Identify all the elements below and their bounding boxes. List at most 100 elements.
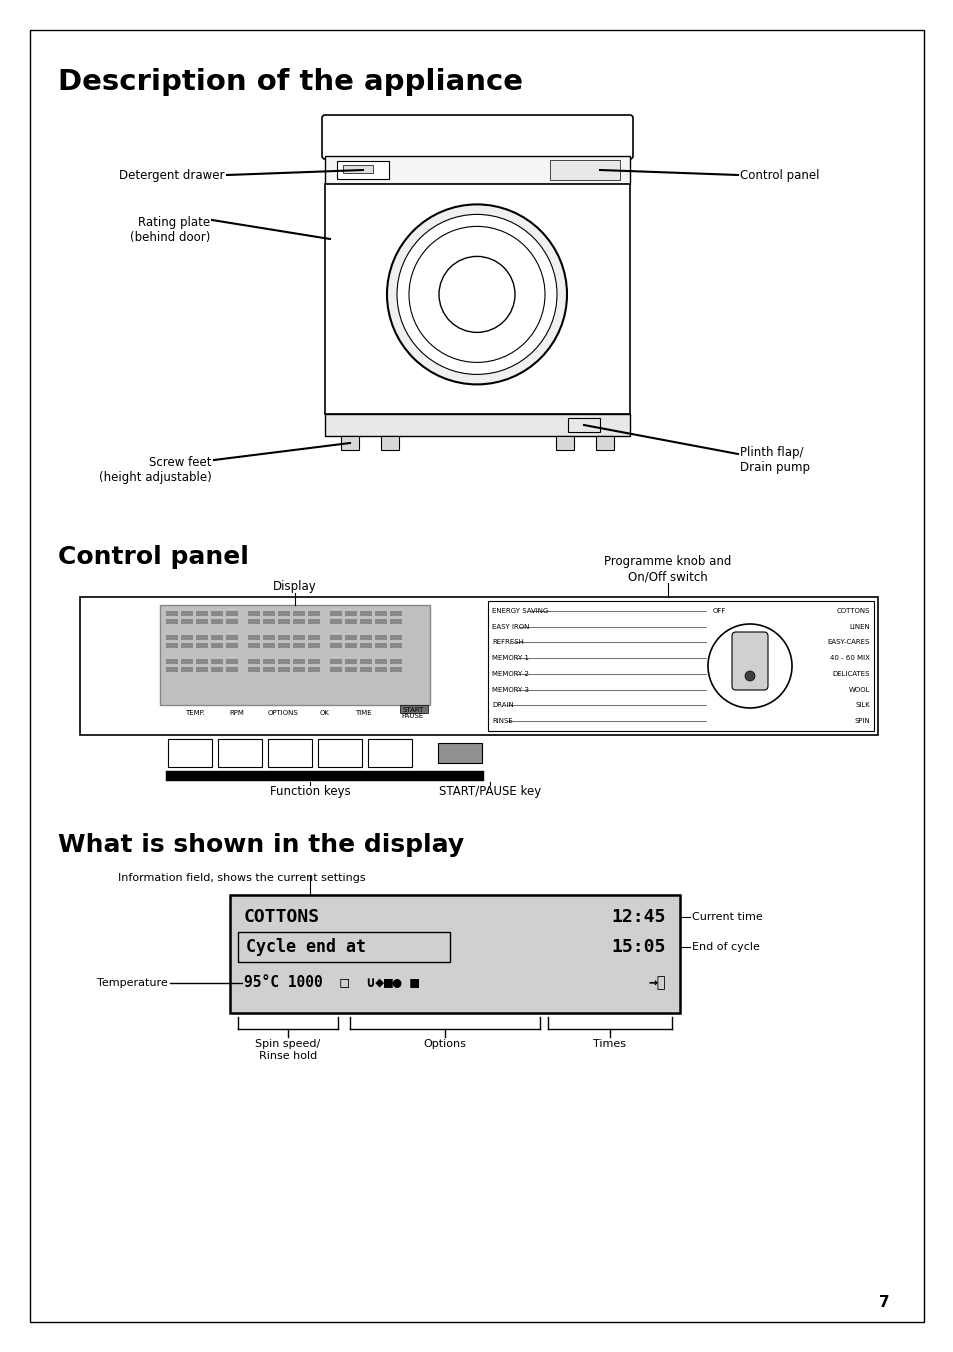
- Text: RINSE: RINSE: [492, 718, 512, 725]
- Bar: [359, 658, 372, 664]
- Bar: [293, 611, 305, 617]
- Bar: [550, 160, 619, 180]
- Bar: [330, 658, 341, 664]
- Bar: [359, 644, 372, 648]
- Bar: [263, 611, 274, 617]
- Bar: [211, 658, 223, 664]
- Bar: [368, 740, 412, 767]
- Bar: [218, 740, 262, 767]
- Bar: [181, 611, 193, 617]
- Bar: [308, 667, 319, 672]
- Text: OFF: OFF: [712, 608, 725, 614]
- Bar: [359, 635, 372, 639]
- Bar: [226, 635, 237, 639]
- Bar: [211, 635, 223, 639]
- Text: COTTONS: COTTONS: [836, 608, 869, 614]
- Text: LINEN: LINEN: [848, 623, 869, 630]
- Text: COTTONS: COTTONS: [244, 909, 320, 926]
- Bar: [226, 644, 237, 648]
- FancyBboxPatch shape: [731, 631, 767, 690]
- Bar: [168, 740, 212, 767]
- Bar: [375, 635, 387, 639]
- Bar: [488, 602, 873, 731]
- Circle shape: [396, 215, 557, 375]
- Bar: [181, 644, 193, 648]
- Bar: [567, 418, 599, 433]
- Text: End of cycle: End of cycle: [691, 942, 760, 952]
- Text: Screw feet
(height adjustable): Screw feet (height adjustable): [99, 456, 212, 484]
- Bar: [181, 667, 193, 672]
- Text: EASY-CARES: EASY-CARES: [827, 639, 869, 645]
- Bar: [226, 658, 237, 664]
- Text: Information field, shows the current settings: Information field, shows the current set…: [118, 873, 365, 883]
- Bar: [268, 740, 312, 767]
- Bar: [195, 667, 208, 672]
- Bar: [226, 667, 237, 672]
- Bar: [345, 644, 356, 648]
- Text: TIME: TIME: [355, 710, 371, 717]
- Bar: [375, 658, 387, 664]
- Bar: [263, 658, 274, 664]
- Bar: [211, 667, 223, 672]
- Bar: [277, 619, 290, 625]
- Bar: [277, 667, 290, 672]
- Text: Current time: Current time: [691, 913, 762, 922]
- Text: Spin speed/
Rinse hold: Spin speed/ Rinse hold: [255, 1038, 320, 1060]
- Text: START/PAUSE key: START/PAUSE key: [438, 786, 540, 798]
- Bar: [390, 667, 401, 672]
- Text: What is shown in the display: What is shown in the display: [58, 833, 464, 857]
- Bar: [248, 658, 260, 664]
- Bar: [226, 619, 237, 625]
- Text: START
PAUSE: START PAUSE: [401, 707, 424, 719]
- Bar: [390, 635, 401, 639]
- Bar: [293, 667, 305, 672]
- Text: OK: OK: [319, 710, 330, 717]
- Bar: [195, 611, 208, 617]
- Bar: [263, 635, 274, 639]
- Text: WOOL: WOOL: [847, 687, 869, 692]
- Bar: [308, 644, 319, 648]
- Text: Display: Display: [273, 580, 316, 594]
- Bar: [308, 611, 319, 617]
- Bar: [390, 619, 401, 625]
- Text: Function keys: Function keys: [270, 786, 350, 798]
- Bar: [330, 611, 341, 617]
- Text: Detergent drawer: Detergent drawer: [119, 169, 225, 181]
- Text: Options: Options: [423, 1038, 466, 1049]
- Text: SPIN: SPIN: [853, 718, 869, 725]
- Text: 12:45: 12:45: [611, 909, 665, 926]
- Circle shape: [387, 204, 566, 384]
- Text: ENERGY SAVING: ENERGY SAVING: [492, 608, 548, 614]
- Bar: [195, 644, 208, 648]
- Bar: [330, 635, 341, 639]
- Text: REFRESH: REFRESH: [492, 639, 523, 645]
- Text: Control panel: Control panel: [740, 169, 819, 181]
- Bar: [160, 604, 430, 704]
- Bar: [166, 644, 178, 648]
- Bar: [166, 658, 178, 664]
- Bar: [343, 165, 373, 173]
- Text: 15:05: 15:05: [611, 938, 665, 956]
- Bar: [166, 635, 178, 639]
- Bar: [248, 635, 260, 639]
- Bar: [277, 644, 290, 648]
- Bar: [166, 771, 483, 781]
- Bar: [293, 658, 305, 664]
- Bar: [340, 435, 358, 450]
- FancyBboxPatch shape: [322, 115, 633, 160]
- Text: MEMORY 1: MEMORY 1: [492, 656, 529, 661]
- Bar: [345, 635, 356, 639]
- Text: TEMP.: TEMP.: [185, 710, 205, 717]
- Bar: [181, 635, 193, 639]
- Bar: [211, 619, 223, 625]
- Bar: [325, 414, 629, 435]
- Bar: [345, 658, 356, 664]
- Bar: [375, 619, 387, 625]
- Bar: [166, 667, 178, 672]
- Text: →⏻: →⏻: [648, 976, 665, 991]
- Circle shape: [707, 625, 791, 708]
- Bar: [248, 619, 260, 625]
- Bar: [248, 644, 260, 648]
- Text: 40 - 60 MIX: 40 - 60 MIX: [829, 656, 869, 661]
- Bar: [345, 619, 356, 625]
